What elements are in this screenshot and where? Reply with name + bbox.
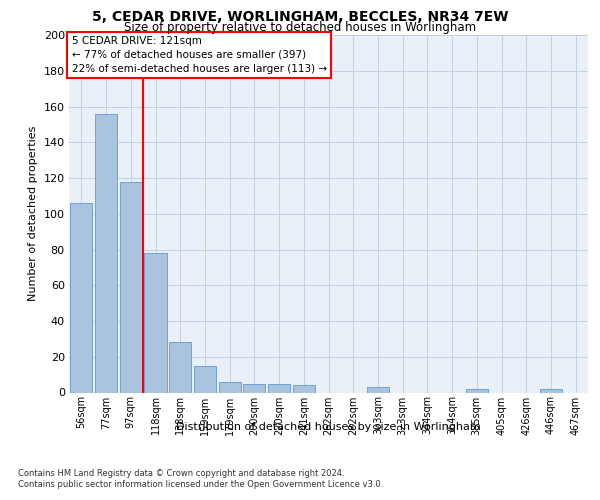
Bar — [194, 366, 216, 392]
Bar — [540, 389, 562, 392]
Bar — [268, 384, 290, 392]
Text: Size of property relative to detached houses in Worlingham: Size of property relative to detached ho… — [124, 21, 476, 34]
Bar — [218, 382, 241, 392]
Text: 5 CEDAR DRIVE: 121sqm
← 77% of detached houses are smaller (397)
22% of semi-det: 5 CEDAR DRIVE: 121sqm ← 77% of detached … — [71, 36, 327, 74]
Bar — [119, 182, 142, 392]
Bar — [145, 253, 167, 392]
Bar — [293, 386, 315, 392]
Bar — [243, 384, 265, 392]
Text: Distribution of detached houses by size in Worlingham: Distribution of detached houses by size … — [176, 422, 481, 432]
Bar — [466, 389, 488, 392]
Y-axis label: Number of detached properties: Number of detached properties — [28, 126, 38, 302]
Bar — [367, 387, 389, 392]
Text: 5, CEDAR DRIVE, WORLINGHAM, BECCLES, NR34 7EW: 5, CEDAR DRIVE, WORLINGHAM, BECCLES, NR3… — [92, 10, 508, 24]
Text: Contains public sector information licensed under the Open Government Licence v3: Contains public sector information licen… — [18, 480, 383, 489]
Bar — [169, 342, 191, 392]
Bar — [95, 114, 117, 392]
Bar — [70, 203, 92, 392]
Text: Contains HM Land Registry data © Crown copyright and database right 2024.: Contains HM Land Registry data © Crown c… — [18, 469, 344, 478]
